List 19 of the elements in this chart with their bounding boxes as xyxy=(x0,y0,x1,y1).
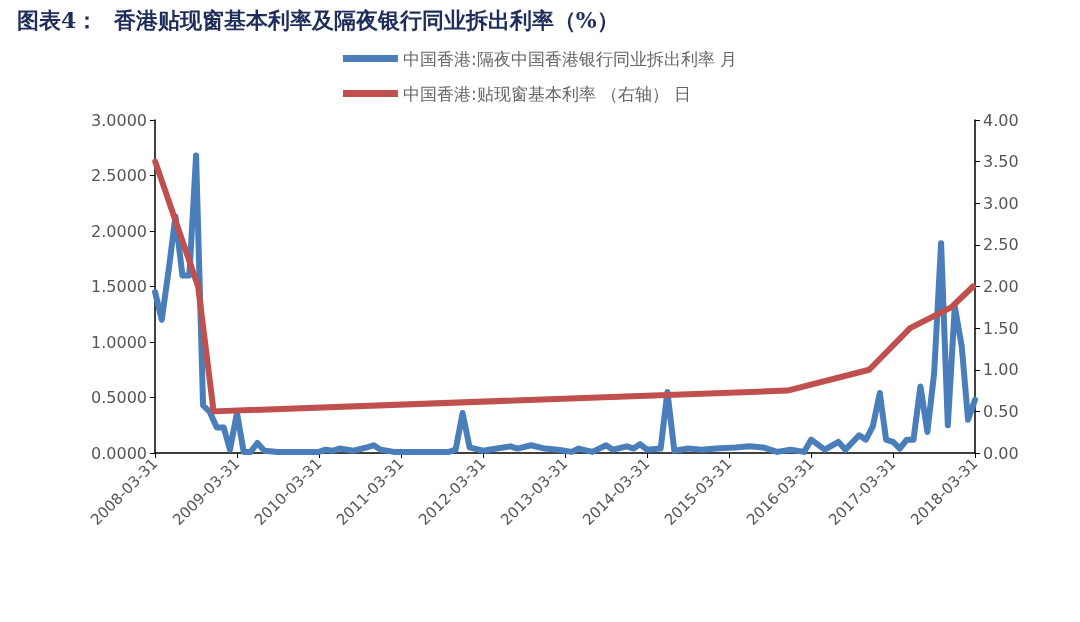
y2-tick-label: 1.00 xyxy=(983,360,1019,380)
y2-tick-label: 3.00 xyxy=(983,193,1019,213)
y2-tick-label: 4.00 xyxy=(983,110,1019,130)
y2-tick-label: 2.50 xyxy=(983,235,1019,255)
y-tick-label: 2.5000 xyxy=(91,166,147,185)
y2-tick-label: 0.00 xyxy=(983,443,1019,463)
y2-tick-label: 0.50 xyxy=(983,401,1019,421)
y-tick-label: 1.5000 xyxy=(91,277,147,296)
y2-tick-label: 3.50 xyxy=(983,152,1019,172)
y-tick-label: 0.0000 xyxy=(91,443,147,463)
y-tick-label: 3.0000 xyxy=(91,110,147,130)
y-tick-label: 1.0000 xyxy=(91,332,147,352)
y2-tick-label: 1.50 xyxy=(983,318,1019,338)
legend-label: 中国香港:贴现窗基本利率 （右轴） 日 xyxy=(402,83,692,104)
chart-title: 图表4： 香港贴现窗基本利率及隔夜银行同业拆出利率（%） xyxy=(17,7,619,33)
legend-label: 中国香港:隔夜中国香港银行同业拆出利率 月 xyxy=(402,48,738,69)
y-tick-label: 0.5000 xyxy=(91,388,147,407)
y2-tick-label: 2.00 xyxy=(983,277,1019,296)
y-tick-label: 2.0000 xyxy=(91,221,147,241)
